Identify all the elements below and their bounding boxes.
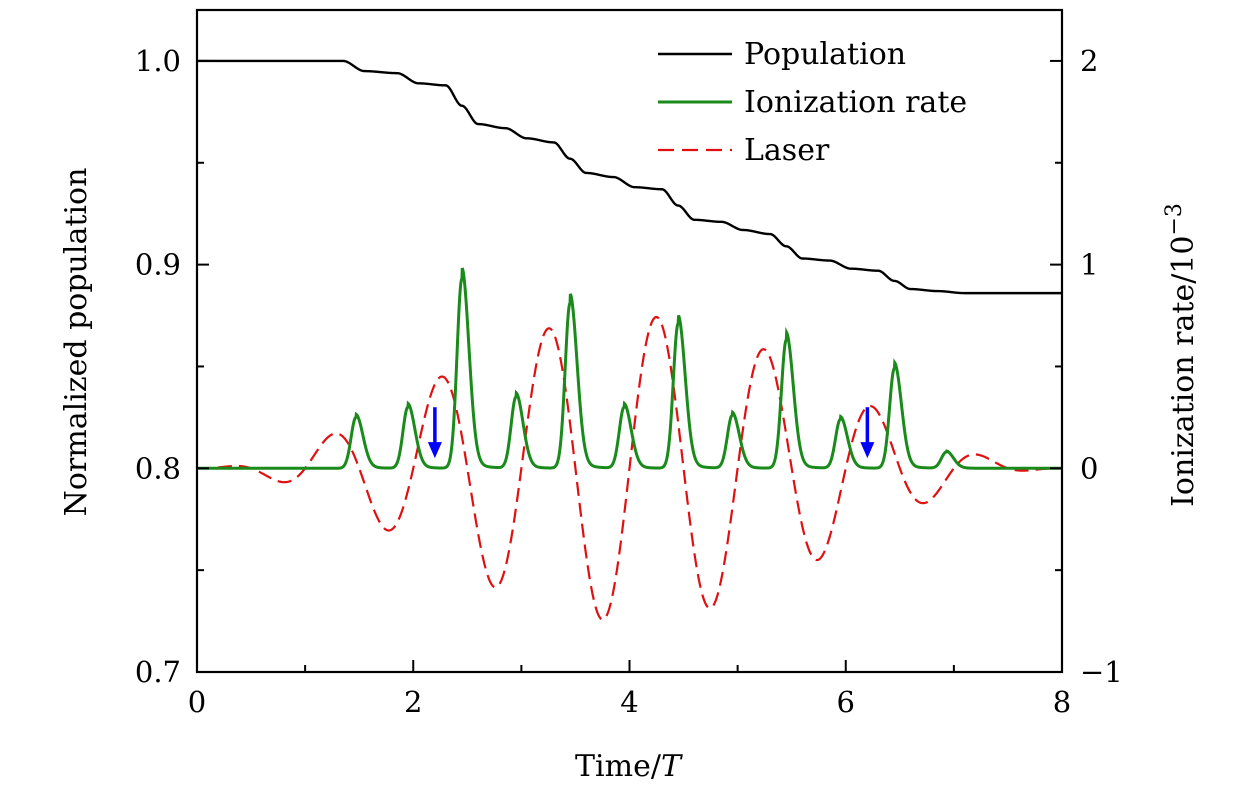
y-right-axis-title-text: Ionization rate/10 [1166, 236, 1201, 507]
x-axis-title-var: T [661, 749, 683, 784]
y-right-tick-label: 2 [1080, 44, 1098, 78]
y-left-tick-label: 0.8 [135, 451, 181, 485]
x-tick-label: 6 [837, 685, 855, 719]
x-axis-title-text: Time/ [575, 749, 662, 784]
x-tick-label: 4 [620, 685, 638, 719]
y-right-tick-label: 1 [1080, 248, 1098, 282]
plot-area [197, 59, 1062, 621]
legend-label-population: Population [744, 37, 906, 72]
y-right-tick-label: −1 [1080, 655, 1123, 689]
y-right-axis-title: Ionization rate/10−3 [1162, 203, 1201, 507]
arrow-annotation-head [860, 442, 875, 459]
x-axis-title: Time/T [575, 749, 683, 784]
series-line-population [197, 59, 1062, 295]
arrow-annotation-head [427, 442, 442, 459]
y-left-tick-label: 1.0 [135, 44, 181, 78]
y-left-tick-label: 0.7 [135, 655, 181, 689]
legend: Population Ionization rate Laser [658, 37, 967, 168]
legend-label-laser: Laser [744, 133, 830, 168]
legend-label-ionization-rate: Ionization rate [744, 85, 967, 120]
y-right-axis-title-exp: −3 [1162, 203, 1187, 235]
series-line-laser [197, 315, 1062, 621]
y-left-tick-label: 0.9 [135, 248, 181, 282]
y-left-axis-title: Normalized population [59, 168, 94, 517]
axes: 0 2 4 6 8 0.7 0.8 0.9 1.0 −1 0 1 2 [135, 8, 1123, 719]
x-tick-label: 0 [188, 685, 206, 719]
series-line-ionization-rate [197, 267, 1062, 470]
x-tick-label: 2 [404, 685, 422, 719]
y-right-tick-label: 0 [1080, 451, 1098, 485]
x-tick-label: 8 [1053, 685, 1071, 719]
